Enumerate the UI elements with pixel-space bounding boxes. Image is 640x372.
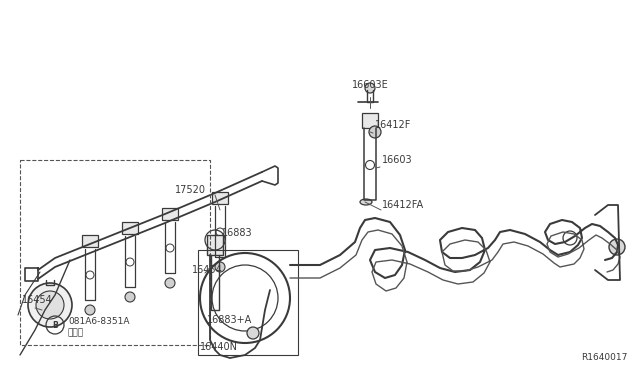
Bar [212,192,228,204]
Circle shape [85,305,95,315]
Bar [198,250,298,355]
Text: 16883: 16883 [222,228,253,238]
Bar [122,222,138,234]
Circle shape [215,262,225,272]
Bar [162,208,178,220]
Circle shape [28,283,72,327]
Text: 16412F: 16412F [375,120,412,130]
Ellipse shape [360,199,372,205]
Bar [362,113,378,128]
Circle shape [369,126,381,138]
Text: 16440N: 16440N [200,342,238,352]
Text: 16883+A: 16883+A [207,315,252,325]
Text: R1640017: R1640017 [582,353,628,362]
Text: 16412FA: 16412FA [382,200,424,210]
Text: 16603E: 16603E [352,80,388,90]
Circle shape [36,291,64,319]
Text: 16603: 16603 [382,155,413,165]
Bar [82,235,98,247]
Text: B: B [52,321,58,330]
Text: 16454: 16454 [22,295,52,305]
Bar [207,235,223,255]
Text: 081A6-8351A: 081A6-8351A [68,317,129,327]
Text: 17520: 17520 [175,185,206,195]
Text: （２）: （２） [68,328,84,337]
Circle shape [247,327,259,339]
Circle shape [609,239,625,255]
Circle shape [165,278,175,288]
Circle shape [365,83,375,93]
Circle shape [125,292,135,302]
Text: 16454: 16454 [192,265,223,275]
